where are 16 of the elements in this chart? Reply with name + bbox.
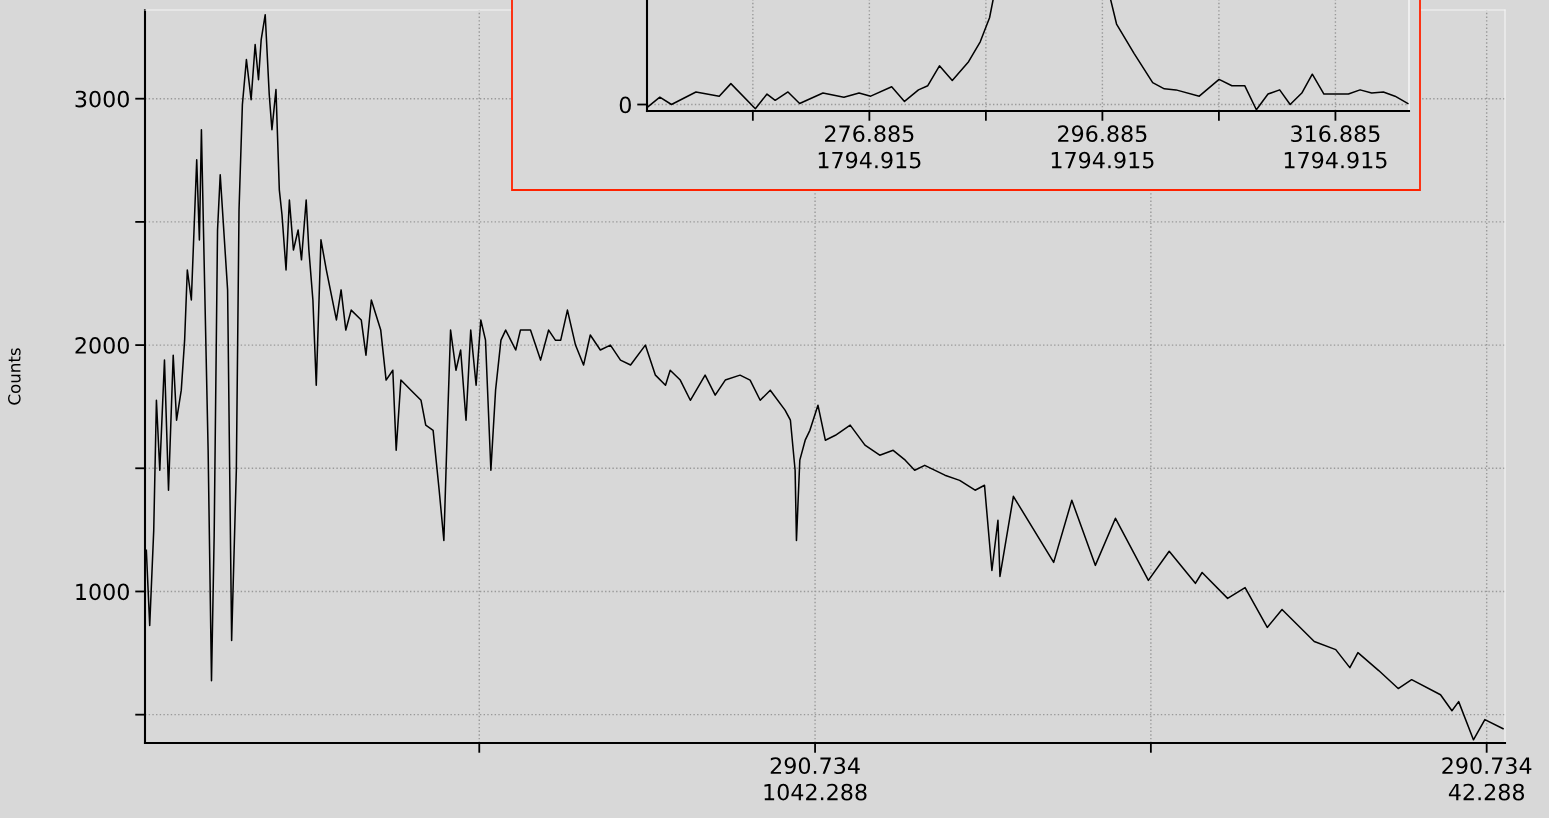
annotation: 1794.915 <box>1284 151 1387 169</box>
x-tick-label: 1042.288 <box>764 783 867 801</box>
x-tick-label: 316.885 <box>1291 125 1380 143</box>
annotation: 0 <box>619 96 631 114</box>
text: 290.734 <box>1442 757 1532 775</box>
x-tick-label: 276.885 <box>825 125 914 143</box>
y-tick-label: 3000 <box>75 90 129 108</box>
annotation: 1794.915 <box>1051 151 1154 169</box>
annotation: 1794.915 <box>818 151 921 169</box>
y-tick-label: 1000 <box>76 583 129 601</box>
text: 290.734 <box>770 757 860 775</box>
x-tick-label: 42.288 <box>1448 783 1525 801</box>
x-tick-label: 296.885 <box>1058 125 1147 143</box>
y-axis-title: Counts <box>8 348 21 405</box>
line-series <box>145 13 1504 741</box>
y-tick-label: 2000 <box>75 337 129 354</box>
